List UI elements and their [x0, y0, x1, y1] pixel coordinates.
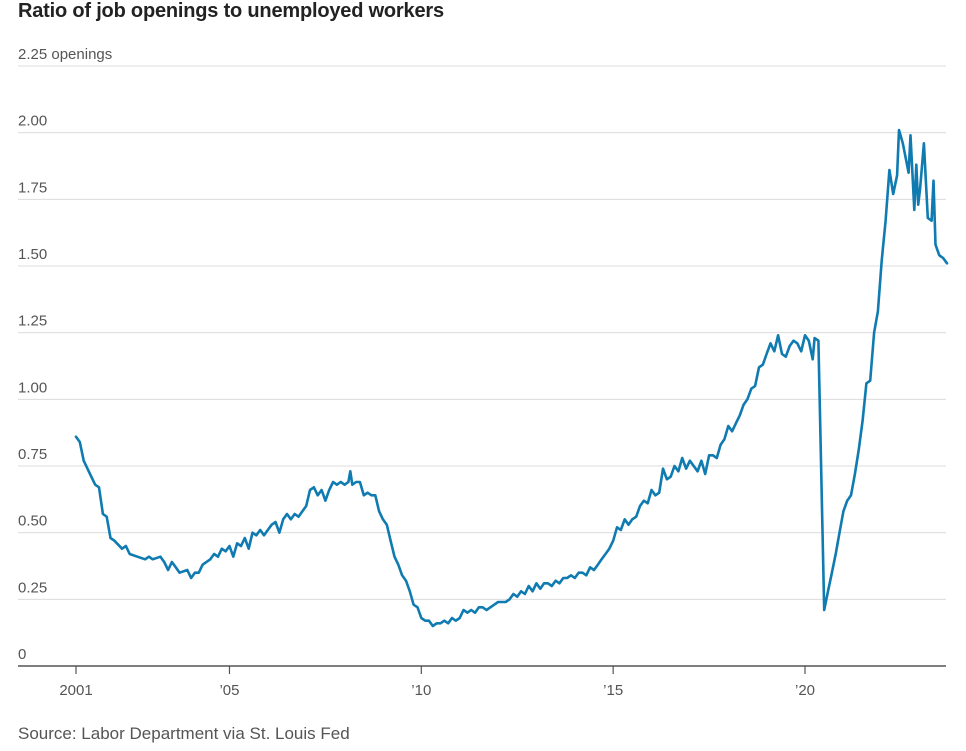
x-tick-label: ’20 — [795, 682, 815, 699]
gridlines — [18, 65, 946, 667]
y-tick-label: 1.25 — [18, 313, 47, 330]
series-line — [74, 128, 949, 628]
x-axis-ticks: 2001 ’05 ’10 ’15 ’20 — [59, 666, 815, 699]
y-tick-label: 0.50 — [18, 513, 47, 530]
x-tick-label: 2001 — [59, 682, 92, 699]
y-tick-label: 0.75 — [18, 446, 47, 463]
y-tick-label: 1.00 — [18, 379, 47, 396]
y-tick-label: 2.25 openings — [18, 46, 112, 63]
series-layer — [74, 128, 949, 628]
x-tick-label: ’10 — [411, 682, 431, 699]
y-axis-ticks: 0 0.25 0.50 0.75 1.00 1.25 1.50 1.75 2.00 2.25 op… — [18, 46, 112, 663]
y-tick-label: 0.25 — [18, 579, 47, 596]
x-tick-label: ’15 — [603, 682, 623, 699]
y-tick-label: 2.00 — [18, 113, 47, 130]
y-tick-label: 1.50 — [18, 246, 47, 263]
chart-title: Ratio of job openings to unemployed work… — [18, 0, 444, 22]
y-tick-label: 1.75 — [18, 179, 47, 196]
y-tick-label: 0 — [18, 646, 26, 663]
x-tick-label: ’05 — [219, 682, 239, 699]
source-note: Source: Labor Department via St. Louis F… — [18, 724, 350, 743]
chart-plot: 0 0.25 0.50 0.75 1.00 1.25 1.50 1.75 2.00 2.25 op… — [18, 46, 949, 699]
